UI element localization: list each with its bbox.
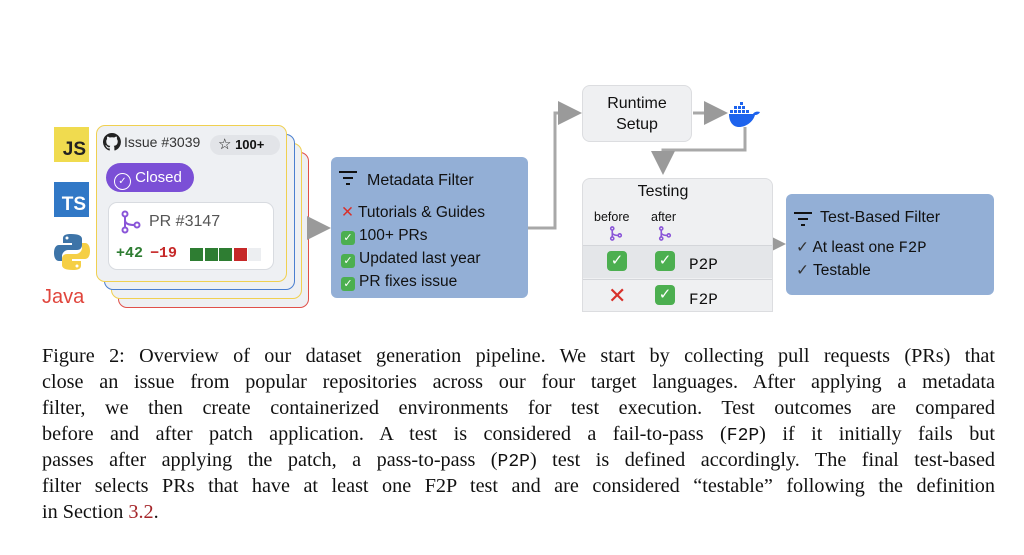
caption-code: P2P xyxy=(497,452,530,472)
caption-line: before and after patch application. A te… xyxy=(42,421,995,447)
pipeline-arrows xyxy=(307,101,786,256)
section-link[interactable]: 3.2 xyxy=(128,501,154,523)
test-row-f2p: ✕ ✓ F2P xyxy=(583,279,772,311)
caption-text: in Section xyxy=(42,501,129,523)
test-type-label: P2P xyxy=(689,256,718,274)
filter-item: ✓ Updated last year xyxy=(341,247,485,270)
filter-icon xyxy=(339,171,357,185)
deletions-count: −19 xyxy=(150,245,178,262)
check-icon: ✓ xyxy=(607,251,627,271)
testing-title: Testing xyxy=(637,183,689,200)
diff-bar xyxy=(190,248,261,261)
git-commit-after-icon xyxy=(658,226,672,241)
additions-count: +42 xyxy=(116,245,144,262)
issue-card: Issue #3039 ☆ 100+ ✓ Closed PR #3147 +42… xyxy=(96,125,287,282)
runtime-label-line2: Setup xyxy=(616,116,658,133)
test-type-label: F2P xyxy=(689,291,718,309)
filter-item: ✕ Tutorials & Guides xyxy=(341,201,485,224)
diff-block-add xyxy=(190,248,203,261)
after-label: after xyxy=(651,210,677,224)
filter-icon xyxy=(794,212,812,226)
test-filter-item: ✓ At least one F2P xyxy=(796,236,927,260)
checkmark-icon: ✓ xyxy=(796,239,809,256)
caption-text: before and after patch application. A te… xyxy=(42,423,727,445)
check-icon: ✓ xyxy=(341,231,355,245)
test-based-filter-box: Test-Based Filter ✓ At least one F2P ✓ T… xyxy=(786,194,994,295)
testing-box: Testing before after ✓ ✓ P2P ✕ ✓ F2P xyxy=(582,178,773,312)
filter-item: ✓ PR fixes issue xyxy=(341,270,485,293)
filter-item-label: 100+ PRs xyxy=(359,227,428,244)
caption-line: in Section 3.2. xyxy=(42,499,995,525)
check-icon: ✓ xyxy=(655,251,675,271)
caption-text: . xyxy=(153,501,159,523)
caption-line: filter, we then create containerized env… xyxy=(42,397,995,419)
check-icon: ✓ xyxy=(341,254,355,268)
caption-text: passes after applying the patch, a pass-… xyxy=(42,449,498,471)
github-icon xyxy=(103,133,121,151)
caption-line: Figure 2: Overview of our dataset genera… xyxy=(42,345,995,367)
check-icon: ✓ xyxy=(655,285,675,305)
test-row-p2p: ✓ ✓ P2P xyxy=(583,245,772,278)
diff-block-neutral xyxy=(248,248,261,261)
caption-line: filter selects PRs that have at least on… xyxy=(42,475,995,497)
diff-block-add xyxy=(204,248,218,261)
cross-icon: ✕ xyxy=(341,204,354,221)
item-mono: F2P xyxy=(898,239,927,257)
runtime-label-line1: Runtime xyxy=(607,95,667,112)
java-logo-text: Java xyxy=(42,286,85,308)
item-text: At least one xyxy=(812,239,899,256)
status-label: Closed xyxy=(135,169,182,186)
issue-number: Issue #3039 xyxy=(124,134,201,150)
metadata-filter-title: Metadata Filter xyxy=(367,172,474,189)
pr-card: PR #3147 +42 −19 xyxy=(108,202,274,270)
checkmark-icon: ✓ xyxy=(796,262,809,279)
star-count: 100+ xyxy=(235,137,265,152)
pr-number: PR #3147 xyxy=(149,213,221,230)
caption-line: passes after applying the patch, a pass-… xyxy=(42,447,995,473)
test-filter-item: ✓ Testable xyxy=(796,259,871,282)
javascript-logo: JS xyxy=(54,127,89,162)
test-filter-title: Test-Based Filter xyxy=(820,209,941,226)
closed-badge: ✓ Closed xyxy=(106,163,194,192)
filter-item-label: PR fixes issue xyxy=(359,273,458,290)
figure-caption: Figure 2: Overview of our dataset genera… xyxy=(42,343,995,525)
git-branch-icon xyxy=(121,210,141,234)
caption-text: ) test is defined accordingly. The final… xyxy=(529,449,996,471)
docker-icon xyxy=(729,102,760,127)
caption-line: close an issue from popular repositories… xyxy=(42,371,995,393)
arrow-metadata-to-runtime xyxy=(528,101,582,230)
filter-item-label: Updated last year xyxy=(359,250,481,267)
runtime-setup-box: Runtime Setup xyxy=(582,85,692,142)
before-label: before xyxy=(594,210,630,224)
check-circle-icon: ✓ xyxy=(114,173,131,190)
check-icon: ✓ xyxy=(341,277,355,291)
diff-block-add xyxy=(219,248,232,261)
arrow-docker-to-testing xyxy=(651,127,747,175)
caption-text: ) if it initially fails but xyxy=(759,423,995,445)
python-logo xyxy=(54,234,90,270)
git-commit-before-icon xyxy=(609,226,623,241)
caption-code: F2P xyxy=(726,426,760,446)
cross-icon: ✕ xyxy=(608,283,627,308)
star-icon: ☆ xyxy=(218,136,232,153)
filter-item-label: Tutorials & Guides xyxy=(358,204,485,221)
item-text: Testable xyxy=(813,262,871,279)
metadata-filter-box: Metadata Filter ✕ Tutorials & Guides ✓ 10… xyxy=(331,157,528,298)
filter-item: ✓ 100+ PRs xyxy=(341,224,485,247)
diff-block-del xyxy=(233,248,247,261)
typescript-logo: TS xyxy=(54,182,89,217)
star-badge: ☆ 100+ xyxy=(210,135,280,155)
